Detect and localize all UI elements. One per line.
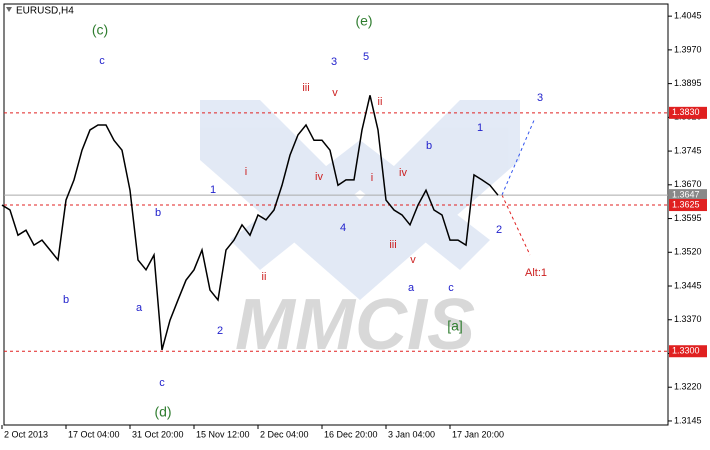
y-tick-label: 1.3745 xyxy=(674,145,702,155)
level-box xyxy=(669,199,707,212)
wave-label: b xyxy=(426,140,432,152)
x-tick-label: 17 Jan 20:00 xyxy=(452,429,504,439)
level-label: 1.3625 xyxy=(672,199,700,209)
wave-label: 5 xyxy=(363,51,369,63)
y-tick-label: 1.3370 xyxy=(674,314,702,324)
wave-label: c xyxy=(448,282,454,294)
wave-label: 3 xyxy=(331,56,337,68)
wave-label: v xyxy=(332,87,338,99)
wave-label: (d) xyxy=(154,404,171,420)
level-label: 1.3830 xyxy=(672,107,700,117)
wave-label: ii xyxy=(262,271,267,283)
y-tick-label: 1.3520 xyxy=(674,247,702,257)
wave-label: iii xyxy=(389,239,396,251)
wave-label: iv xyxy=(315,171,323,183)
price-line xyxy=(1,95,499,351)
wave-label: a xyxy=(408,282,415,294)
wave-label: Alt:1 xyxy=(525,267,547,279)
wave-label: [a] xyxy=(447,318,463,334)
y-tick-label: 1.3595 xyxy=(674,213,702,223)
chart-title: EURUSD,H4 xyxy=(16,6,74,17)
current-price-label: 1.3647 xyxy=(672,190,700,200)
y-tick-label: 1.3445 xyxy=(674,280,702,290)
wave-label: ii xyxy=(378,96,383,108)
wave-label: i xyxy=(245,166,247,178)
x-tick-label: 2 Oct 2013 xyxy=(4,429,48,439)
x-tick-label: 3 Jan 04:00 xyxy=(388,429,435,439)
y-tick-label: 1.3220 xyxy=(674,382,702,392)
wave-label: i xyxy=(371,172,373,184)
wave-label: iv xyxy=(399,167,407,179)
wave-label: b xyxy=(63,294,69,306)
x-tick-label: 16 Dec 20:00 xyxy=(324,429,378,439)
y-tick-label: 1.3895 xyxy=(674,78,702,88)
watermark-text: MMCIS xyxy=(235,285,475,365)
forecast-line xyxy=(501,117,536,196)
wave-label: (e) xyxy=(355,13,372,29)
y-tick-label: 1.3145 xyxy=(674,415,702,425)
wave-label: 1 xyxy=(210,184,216,196)
x-tick-label: 15 Nov 12:00 xyxy=(196,429,250,439)
x-tick-label: 17 Oct 04:00 xyxy=(68,429,120,439)
wave-label: a xyxy=(136,302,143,314)
y-tick-label: 1.3670 xyxy=(674,179,702,189)
x-tick-label: 2 Dec 04:00 xyxy=(260,429,309,439)
wave-label: iii xyxy=(302,82,309,94)
level-label: 1.3300 xyxy=(672,346,700,356)
wave-label: v xyxy=(410,254,416,266)
wave-label: b xyxy=(155,207,161,219)
wave-label: 2 xyxy=(217,325,223,337)
current-price-box xyxy=(669,189,707,202)
wave-label: 1 xyxy=(477,122,483,134)
level-box xyxy=(669,106,707,119)
plot-frame xyxy=(3,3,669,426)
level-box xyxy=(669,345,707,358)
x-tick-label: 31 Oct 20:00 xyxy=(132,429,184,439)
y-tick-label: 1.4045 xyxy=(674,11,702,21)
wave-label: (c) xyxy=(92,22,108,38)
wave-label: 2 xyxy=(496,224,502,236)
wave-label: 4 xyxy=(340,222,346,234)
wave-label: 3 xyxy=(537,92,543,104)
forecast-line xyxy=(501,194,531,256)
wave-label: c xyxy=(99,55,105,67)
watermark-logo xyxy=(200,100,520,300)
wave-label: c xyxy=(159,377,165,389)
y-tick-label: 1.3970 xyxy=(674,44,702,54)
symbol-icon xyxy=(6,7,12,12)
